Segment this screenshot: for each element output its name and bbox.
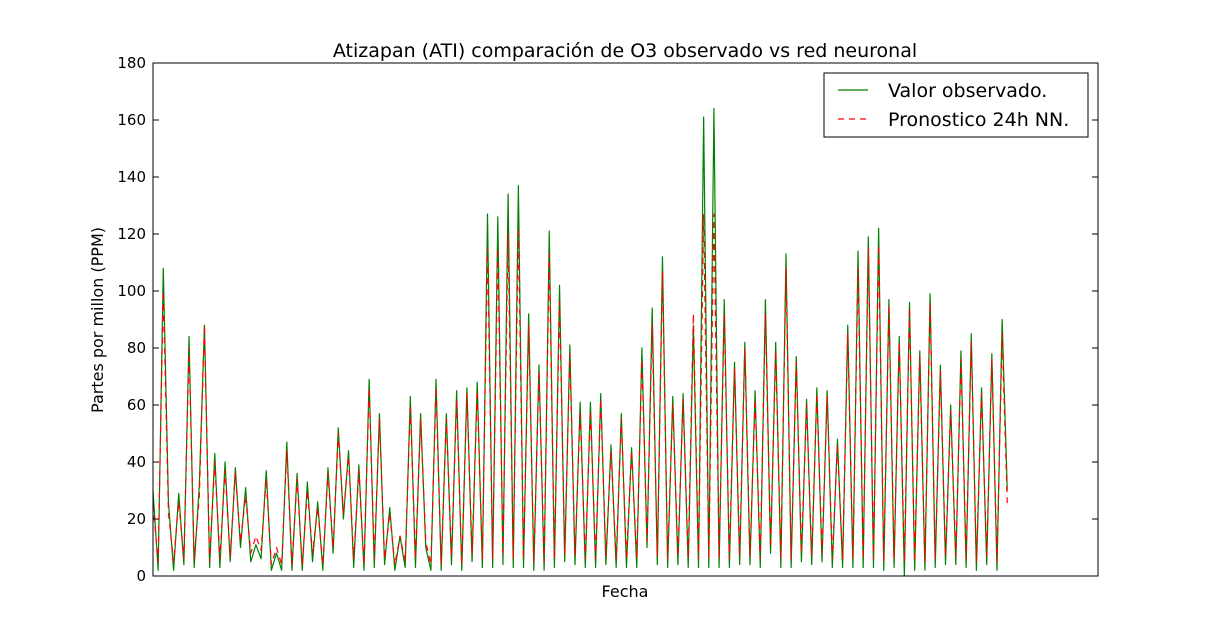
y-tick-label: 160 [117,111,146,129]
y-tick-label: 180 [117,54,146,72]
y-tick-label: 120 [117,225,146,243]
y-tick-label: 60 [127,396,146,414]
y-tick-label: 0 [136,567,146,585]
y-tick-label: 80 [127,339,146,357]
legend: Valor observado. Pronostico 24h NN. [823,72,1089,138]
y-tick-label: 20 [127,510,146,528]
y-axis: 0 20 40 60 80 100 120 140 160 180 [117,54,1098,585]
y-tick-label: 100 [117,282,146,300]
y-tick-label: 140 [117,168,146,186]
x-axis-label: Fecha [602,582,649,601]
series-layer [152,108,1008,577]
plot-frame [152,62,1099,577]
legend-box [823,72,1089,138]
y-tick-label: 40 [127,453,146,471]
chart-title: Atizapan (ATI) comparación de O3 observa… [333,40,917,62]
y-axis-label: Partes por millon (PPM) [88,227,107,413]
legend-label-forecast: Pronostico 24h NN. [888,109,1069,131]
series-line-forecast [152,213,1008,566]
legend-label-observed: Valor observado. [888,80,1047,102]
